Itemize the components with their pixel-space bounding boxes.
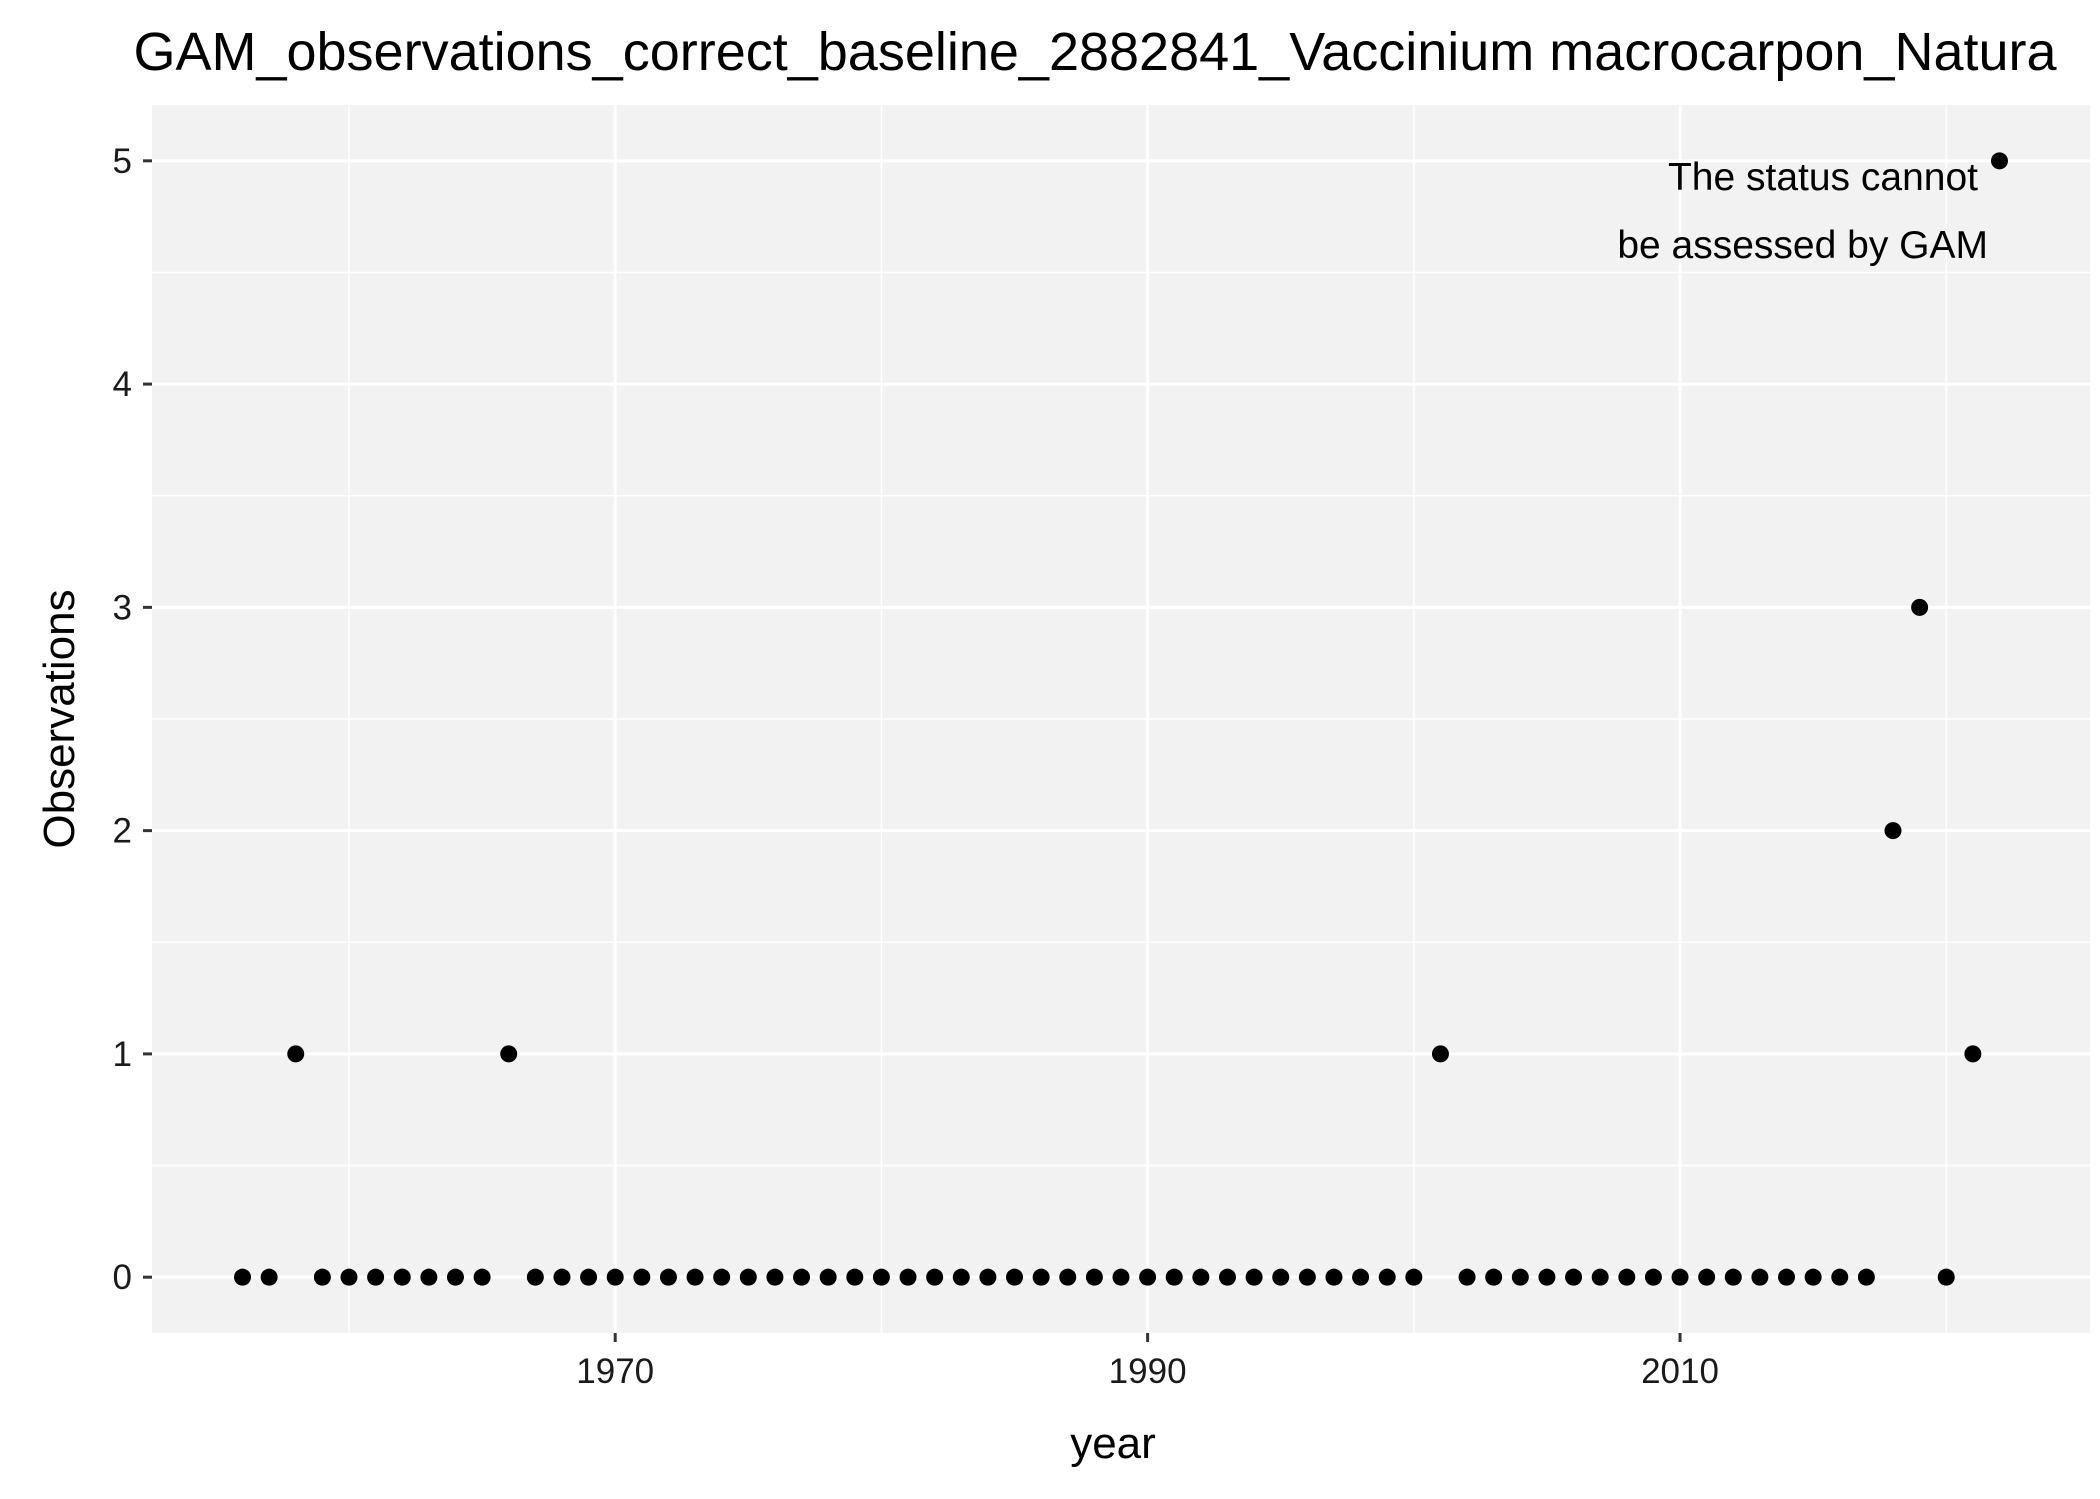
data-point [526, 1268, 544, 1286]
annotation-line-2: be assessed by GAM [1617, 224, 1988, 267]
data-point [1884, 822, 1902, 840]
y-axis-title: Observations [35, 589, 84, 848]
y-tick-label: 5 [113, 142, 132, 181]
data-point [1431, 1045, 1449, 1063]
data-point [793, 1268, 811, 1286]
data-point [1857, 1268, 1875, 1286]
data-point [446, 1268, 464, 1286]
data-point [1698, 1268, 1716, 1286]
data-point [713, 1268, 731, 1286]
data-point [1618, 1268, 1636, 1286]
data-point [1831, 1268, 1849, 1286]
data-point [1724, 1268, 1742, 1286]
data-point [1218, 1268, 1236, 1286]
data-point [313, 1268, 331, 1286]
data-point [234, 1268, 252, 1286]
data-point [766, 1268, 784, 1286]
major-gridlines [152, 105, 2090, 1333]
data-point [1352, 1268, 1370, 1286]
data-point [1485, 1268, 1503, 1286]
data-point [1751, 1268, 1769, 1286]
data-point [1644, 1268, 1662, 1286]
data-point [1964, 1045, 1982, 1063]
annotation: The status cannot be assessed by GAM [1617, 156, 1988, 267]
data-point [500, 1045, 518, 1063]
data-point [393, 1268, 411, 1286]
data-point [1937, 1268, 1955, 1286]
x-axis-title: year [1070, 1419, 1156, 1468]
data-point [1272, 1268, 1290, 1286]
data-point [1139, 1268, 1157, 1286]
data-point [1565, 1268, 1583, 1286]
data-point [979, 1268, 997, 1286]
data-point [340, 1268, 358, 1286]
y-tick-label: 2 [113, 812, 132, 851]
data-point [1298, 1268, 1316, 1286]
data-point [739, 1268, 757, 1286]
data-point [1192, 1268, 1210, 1286]
minor-gridlines [152, 105, 2090, 1333]
data-point [473, 1268, 491, 1286]
data-point [1804, 1268, 1822, 1286]
data-point [659, 1268, 677, 1286]
data-point [367, 1268, 385, 1286]
data-point [1378, 1268, 1396, 1286]
data-point [1165, 1268, 1183, 1286]
data-point [1325, 1268, 1343, 1286]
data-point [1591, 1268, 1609, 1286]
data-point [287, 1045, 305, 1063]
y-tick-label: 0 [113, 1258, 132, 1297]
data-point [1006, 1268, 1024, 1286]
data-point [1085, 1268, 1103, 1286]
data-point [633, 1268, 651, 1286]
data-points [234, 152, 2008, 1286]
data-point [952, 1268, 970, 1286]
x-tick-label: 1970 [576, 1352, 654, 1391]
y-axis-ticks: 0 1 2 3 4 5 [113, 142, 152, 1297]
data-point [899, 1268, 917, 1286]
data-point [686, 1268, 704, 1286]
data-point [1059, 1268, 1077, 1286]
y-tick-label: 1 [113, 1035, 132, 1074]
x-tick-label: 1990 [1109, 1352, 1187, 1391]
data-point [420, 1268, 438, 1286]
y-tick-label: 4 [113, 365, 132, 404]
data-point [1911, 598, 1929, 616]
annotation-line-1: The status cannot [1668, 156, 1978, 199]
x-axis-ticks: 1970 1990 2010 [576, 1333, 1719, 1391]
x-tick-label: 2010 [1641, 1352, 1719, 1391]
data-point [1511, 1268, 1529, 1286]
data-point [1032, 1268, 1050, 1286]
data-point [1458, 1268, 1476, 1286]
data-point [1405, 1268, 1423, 1286]
data-point [926, 1268, 944, 1286]
data-point [606, 1268, 624, 1286]
data-point [553, 1268, 571, 1286]
data-point [1538, 1268, 1556, 1286]
data-point [872, 1268, 890, 1286]
y-tick-label: 3 [113, 588, 132, 627]
data-point [260, 1268, 278, 1286]
data-point [1990, 152, 2008, 170]
data-point [819, 1268, 837, 1286]
chart-title: GAM_observations_correct_baseline_288284… [133, 22, 2057, 82]
data-point [1245, 1268, 1263, 1286]
data-point [1112, 1268, 1130, 1286]
data-point [846, 1268, 864, 1286]
data-point [580, 1268, 598, 1286]
data-point [1671, 1268, 1689, 1286]
data-point [1778, 1268, 1796, 1286]
